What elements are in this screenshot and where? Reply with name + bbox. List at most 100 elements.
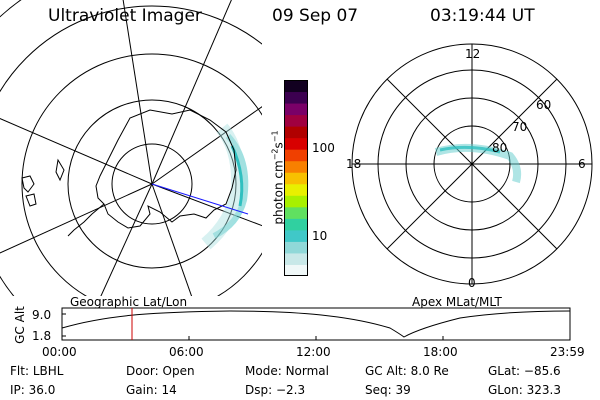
altitude-plot (61, 307, 571, 341)
antarctica-outline (95, 109, 237, 229)
colorbar-swatch (284, 229, 308, 242)
apex-aurora (439, 145, 501, 154)
geo-meridian (122, 0, 153, 185)
unit-exp1: −2 (270, 148, 280, 161)
colorbar-swatch (284, 103, 308, 116)
geo-aurora (212, 133, 249, 239)
app-title: Ultraviolet Imager (48, 6, 202, 26)
colorbar-swatch (284, 149, 308, 162)
colorbar-swatch (284, 137, 308, 150)
unit-mid: s (271, 142, 286, 149)
geo-lat-circle (0, 5, 262, 296)
colorbar-swatch (284, 160, 308, 173)
altitude-ytick-1.8: 1.8 (32, 329, 52, 343)
geo-meridian (0, 118, 153, 185)
xtick-label-0600: 06:00 (169, 345, 204, 359)
geo-lat-circle (67, 99, 237, 269)
colorbar-frame (284, 80, 308, 276)
xtick-label-1200: 12:00 (296, 345, 331, 359)
apex-panel-label: Apex MLat/MLT (412, 295, 502, 309)
info-gain: Gain: 14 (126, 383, 177, 397)
unit-main: photon cm (271, 160, 286, 225)
info-seq: Seq: 39 (365, 383, 411, 397)
info-flt: Flt: LBHL (10, 364, 63, 378)
info-value: 8.0 Re (410, 364, 449, 378)
colorbar-swatch (284, 91, 308, 104)
time-label: 03:19:44 UT (430, 6, 535, 26)
mlt-label-6: 6 (578, 157, 586, 171)
info-value: −85.6 (523, 364, 561, 378)
info-key: GC Alt: (365, 364, 407, 378)
info-value: 36.0 (28, 383, 56, 397)
info-glat: GLat: −85.6 (488, 364, 561, 378)
colorbar-swatch (284, 183, 308, 196)
info-key: IP: (10, 383, 25, 397)
info-gc-alt: GC Alt: 8.0 Re (365, 364, 449, 378)
info-key: Dsp: (245, 383, 273, 397)
geo-lat-circle (111, 143, 193, 225)
apex-mlt-line (386, 78, 558, 250)
mlt-label-0: 0 (468, 276, 476, 290)
colorbar-tick-10: 10 (312, 229, 328, 243)
colorbar-swatch (284, 80, 308, 93)
colorbar-swatch (284, 218, 308, 231)
date-label: 09 Sep 07 (272, 6, 359, 26)
geo-meridian (151, 0, 232, 185)
info-value: Open (162, 364, 195, 378)
info-value: Normal (285, 364, 329, 378)
info-key: Mode: (245, 364, 282, 378)
colorbar-swatch (284, 252, 308, 265)
geo-panel-label: Geographic Lat/Lon (70, 295, 188, 309)
altitude-ylabel: GC Alt (13, 306, 27, 344)
info-ip: IP: 36.0 (10, 383, 55, 397)
lat-label-60: 60 (536, 98, 552, 112)
geo-meridian (151, 183, 193, 296)
geo-meridian (0, 183, 153, 254)
colorbar-swatch (284, 241, 308, 254)
altitude-plot-frame (61, 307, 571, 341)
unit-exp2: −1 (270, 130, 280, 143)
info-mode: Mode: Normal (245, 364, 329, 378)
info-value: −2.3 (275, 383, 306, 397)
colorbar-swatch (284, 264, 308, 276)
altitude-ytick-9: 9.0 (32, 308, 52, 322)
sun-direction-line (151, 183, 249, 215)
info-glon: GLon: 323.3 (488, 383, 561, 397)
info-door: Door: Open (126, 364, 195, 378)
info-key: GLat: (488, 364, 521, 378)
altitude-curve (61, 310, 571, 338)
colorbar-swatch (284, 114, 308, 127)
colorbar-swatch (284, 195, 308, 208)
lat-label-70: 70 (512, 120, 528, 134)
geo-meridian (151, 183, 262, 227)
xtick-label-1800: 18:00 (423, 345, 458, 359)
info-value: 323.3 (526, 383, 561, 397)
land-fragment (25, 193, 37, 207)
mlt-label-18: 18 (346, 157, 362, 171)
colorbar-swatch (284, 206, 308, 219)
info-value: LBHL (32, 364, 64, 378)
info-key: Flt: (10, 364, 29, 378)
info-key: Gain: (126, 383, 158, 397)
info-value: 14 (161, 383, 177, 397)
land-fragment (55, 158, 65, 182)
xtick-label-0000: 00:00 (42, 345, 77, 359)
geo-lat-circle (21, 53, 262, 296)
info-dsp: Dsp: −2.3 (245, 383, 305, 397)
colorbar-swatch (284, 126, 308, 139)
mlt-label-12: 12 (465, 47, 481, 61)
info-key: Door: (126, 364, 159, 378)
info-key: Seq: (365, 383, 392, 397)
colorbar-unit-label: photon cm−2s−1 (271, 108, 286, 248)
peninsula-outline (67, 203, 105, 237)
colorbar (284, 80, 308, 276)
xtick-label-2359: 23:59 (550, 345, 585, 359)
geo-meridian (100, 183, 153, 296)
lat-label-80: 80 (492, 141, 508, 155)
colorbar-tick-100: 100 (312, 141, 335, 155)
land-fragment (21, 175, 35, 193)
info-value: 39 (395, 383, 411, 397)
colorbar-swatch (284, 172, 308, 185)
info-key: GLon: (488, 383, 523, 397)
